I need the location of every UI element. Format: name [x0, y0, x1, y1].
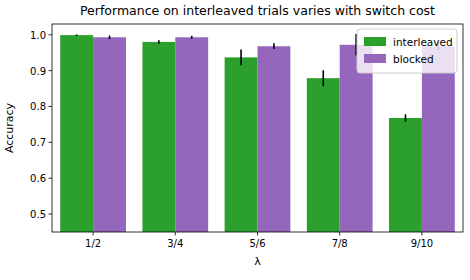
error-bar	[405, 114, 407, 121]
error-bar	[76, 34, 78, 35]
x-tick	[257, 232, 258, 236]
y-tick-label: 0.9	[30, 66, 46, 77]
bar	[142, 42, 175, 232]
bar	[422, 46, 455, 232]
y-tick-label: 0.7	[30, 137, 46, 148]
error-bar	[109, 35, 111, 39]
bar	[307, 78, 340, 232]
y-tick-label: 0.5	[30, 209, 46, 220]
y-tick-label: 0.8	[30, 101, 46, 112]
x-tick-label: 5/6	[249, 238, 265, 249]
bar	[175, 37, 208, 232]
legend: interleaved blocked	[357, 29, 457, 73]
x-tick	[339, 232, 340, 236]
error-bar	[240, 49, 242, 65]
x-tick-label: 3/4	[167, 238, 183, 249]
bars	[60, 34, 455, 232]
y-tick-label: 0.6	[30, 173, 46, 184]
title: Performance on interleaved trials varies…	[80, 3, 435, 18]
legend-box	[357, 29, 457, 73]
legend-swatch	[364, 37, 386, 46]
y-tick-label: 1.0	[30, 30, 46, 41]
x-tick-label: 9/10	[411, 238, 433, 249]
legend-swatch	[364, 54, 386, 63]
bar	[389, 118, 422, 232]
x-tick-label: 1/2	[85, 238, 101, 249]
y-tick	[49, 142, 53, 143]
error-bar	[273, 43, 275, 49]
x-tick	[93, 232, 94, 236]
bar	[258, 46, 291, 232]
error-bar	[322, 70, 324, 86]
bar	[93, 37, 126, 232]
y-tick	[49, 106, 53, 107]
x-tick	[175, 232, 176, 236]
legend-label: interleaved	[393, 36, 453, 48]
frame	[52, 24, 463, 232]
y-tick	[49, 178, 53, 179]
bar	[225, 57, 258, 232]
chart: Performance on interleaved trials varies…	[0, 0, 470, 280]
x-label: λ	[254, 255, 261, 268]
x-tick-label: 7/8	[332, 238, 348, 249]
y-label: Accuracy	[3, 102, 16, 153]
error-bar	[158, 40, 160, 44]
y-tick	[49, 214, 53, 215]
y-tick	[49, 34, 53, 35]
legend-label: blocked	[393, 53, 434, 65]
error-bar	[191, 36, 193, 39]
bar	[60, 35, 93, 232]
x-tick	[421, 232, 422, 236]
y-tick	[49, 70, 53, 71]
